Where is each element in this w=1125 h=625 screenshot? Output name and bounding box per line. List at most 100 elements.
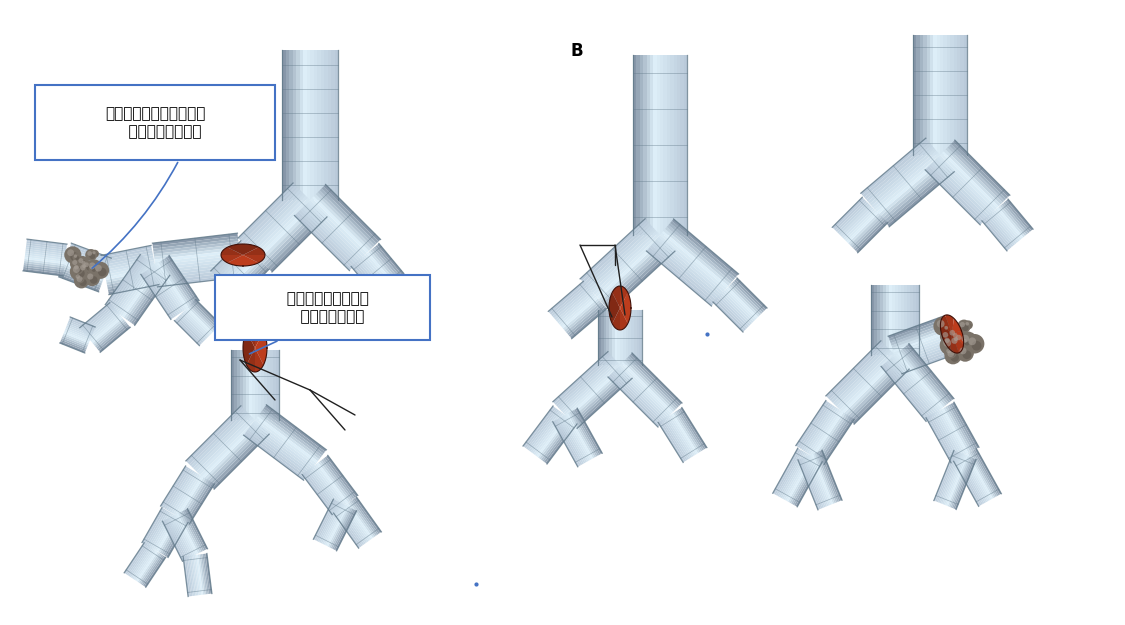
Polygon shape <box>936 157 993 214</box>
Polygon shape <box>88 312 119 339</box>
Polygon shape <box>353 264 379 295</box>
Circle shape <box>951 353 958 362</box>
Polygon shape <box>249 194 306 251</box>
Polygon shape <box>560 417 587 462</box>
Polygon shape <box>952 402 979 448</box>
Polygon shape <box>168 256 199 302</box>
Polygon shape <box>153 265 184 311</box>
Polygon shape <box>296 50 299 200</box>
Polygon shape <box>939 452 961 503</box>
Polygon shape <box>673 412 700 453</box>
Polygon shape <box>205 425 262 482</box>
Polygon shape <box>308 469 340 510</box>
Circle shape <box>965 338 974 348</box>
Polygon shape <box>603 310 606 365</box>
Polygon shape <box>550 283 586 315</box>
Polygon shape <box>179 315 205 342</box>
Polygon shape <box>849 364 906 421</box>
Polygon shape <box>367 252 394 284</box>
Polygon shape <box>141 273 172 319</box>
Polygon shape <box>325 505 346 546</box>
Polygon shape <box>263 209 321 266</box>
Polygon shape <box>358 259 385 291</box>
Polygon shape <box>353 498 380 534</box>
Circle shape <box>946 328 951 332</box>
Polygon shape <box>299 50 303 200</box>
Polygon shape <box>540 418 572 459</box>
Polygon shape <box>940 315 952 334</box>
Polygon shape <box>964 455 990 501</box>
Polygon shape <box>719 294 750 326</box>
Polygon shape <box>798 402 829 448</box>
Polygon shape <box>345 504 371 540</box>
Polygon shape <box>68 322 93 334</box>
Polygon shape <box>186 406 243 462</box>
Polygon shape <box>667 416 693 457</box>
Polygon shape <box>63 264 104 281</box>
Polygon shape <box>243 248 266 255</box>
Polygon shape <box>61 271 101 288</box>
Polygon shape <box>108 280 159 292</box>
Polygon shape <box>251 424 312 471</box>
Polygon shape <box>162 259 194 305</box>
Polygon shape <box>195 299 220 326</box>
Polygon shape <box>314 465 345 506</box>
Polygon shape <box>60 341 86 353</box>
Polygon shape <box>99 326 130 352</box>
Polygon shape <box>804 406 837 452</box>
Polygon shape <box>220 255 243 262</box>
Polygon shape <box>838 204 871 235</box>
Polygon shape <box>126 269 162 320</box>
Polygon shape <box>327 506 350 547</box>
Circle shape <box>87 264 92 271</box>
Polygon shape <box>983 218 1010 249</box>
Polygon shape <box>64 330 90 342</box>
Circle shape <box>934 316 953 336</box>
Polygon shape <box>611 372 663 424</box>
Polygon shape <box>572 411 597 457</box>
Polygon shape <box>802 458 824 508</box>
Circle shape <box>937 320 945 328</box>
Polygon shape <box>306 202 363 259</box>
Polygon shape <box>940 453 962 504</box>
Polygon shape <box>164 521 187 556</box>
Polygon shape <box>837 351 893 408</box>
Circle shape <box>94 265 101 272</box>
Polygon shape <box>559 358 615 410</box>
Polygon shape <box>258 202 314 259</box>
Polygon shape <box>902 348 948 404</box>
Polygon shape <box>120 265 156 316</box>
Circle shape <box>964 321 973 329</box>
Polygon shape <box>1005 201 1032 232</box>
Polygon shape <box>529 411 560 452</box>
Polygon shape <box>352 499 378 535</box>
Polygon shape <box>943 334 952 350</box>
Polygon shape <box>130 272 168 324</box>
Polygon shape <box>828 342 884 399</box>
Polygon shape <box>899 344 954 367</box>
Polygon shape <box>262 409 324 456</box>
Polygon shape <box>180 478 207 519</box>
Polygon shape <box>243 255 266 262</box>
Polygon shape <box>898 285 901 355</box>
Circle shape <box>70 263 88 281</box>
Polygon shape <box>929 164 986 221</box>
Circle shape <box>72 253 81 261</box>
Polygon shape <box>838 353 896 410</box>
Polygon shape <box>201 422 259 479</box>
Polygon shape <box>624 359 676 411</box>
Polygon shape <box>814 452 836 503</box>
Polygon shape <box>781 452 807 498</box>
Polygon shape <box>150 512 172 548</box>
Polygon shape <box>582 221 649 283</box>
Polygon shape <box>156 262 189 309</box>
Polygon shape <box>342 506 369 542</box>
Polygon shape <box>197 416 253 473</box>
Polygon shape <box>26 249 65 256</box>
Polygon shape <box>267 350 270 420</box>
Polygon shape <box>937 452 958 503</box>
Polygon shape <box>556 355 612 407</box>
Text: B: B <box>570 42 584 60</box>
Polygon shape <box>944 35 947 155</box>
Polygon shape <box>568 368 624 420</box>
